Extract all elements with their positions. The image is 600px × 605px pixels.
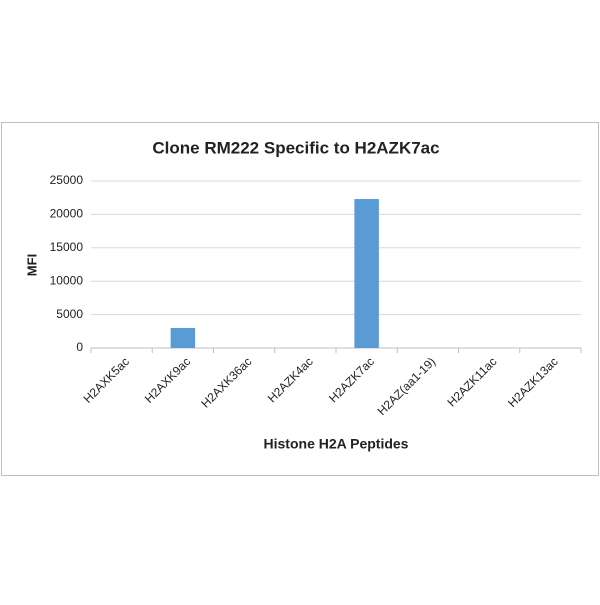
y-tick-label: 25000 — [50, 173, 84, 187]
y-tick-label: 20000 — [50, 207, 84, 221]
y-tick-label: 15000 — [50, 240, 84, 254]
chart-frame — [1, 122, 599, 476]
x-axis-title: Histone H2A Peptides — [264, 436, 409, 452]
bar — [354, 199, 379, 348]
y-tick-label: 10000 — [50, 273, 84, 287]
y-tick-label: 0 — [76, 340, 83, 354]
bar — [170, 327, 196, 348]
y-tick-label: 5000 — [56, 307, 83, 321]
y-axis-title: MFI — [24, 254, 39, 276]
chart-title: Clone RM222 Specific to H2AZK7ac — [152, 138, 439, 157]
